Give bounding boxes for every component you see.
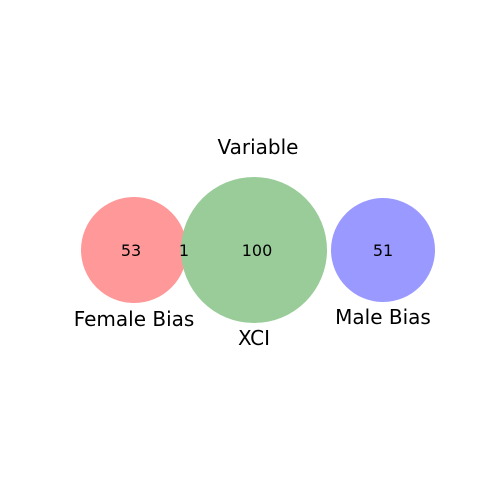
male-only-count: 51 <box>373 241 393 260</box>
female-xci-overlap-count: 1 <box>179 241 189 260</box>
female-bias-label: Female Bias <box>74 307 195 331</box>
female-bias-circle <box>81 197 187 303</box>
male-bias-circle <box>331 198 435 302</box>
male-bias-label: Male Bias <box>335 305 431 329</box>
xci-label: XCI <box>238 326 270 350</box>
xci-only-count: 100 <box>242 241 273 260</box>
diagram-title: Variable <box>218 135 299 159</box>
xci-circle <box>181 177 327 323</box>
female-only-count: 53 <box>121 241 141 260</box>
